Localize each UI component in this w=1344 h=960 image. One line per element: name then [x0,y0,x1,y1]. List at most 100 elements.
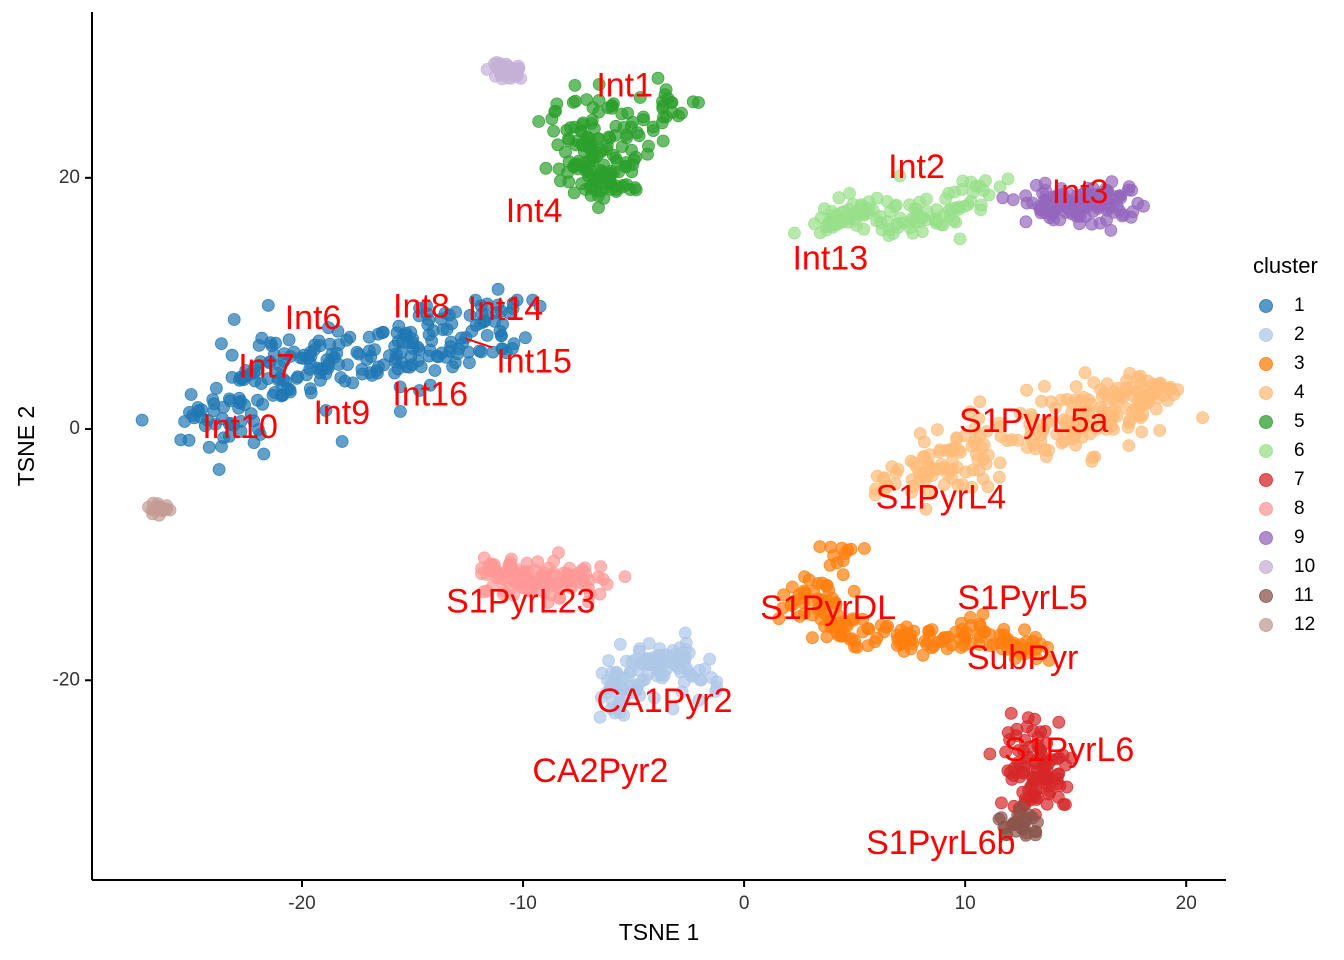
point-cluster-7 [1057,798,1070,811]
point-cluster-1 [322,321,335,335]
point-cluster-6 [893,169,907,183]
point-cluster-4 [973,395,987,409]
point-cluster-4 [1020,441,1034,454]
point-cluster-1 [251,423,265,436]
legend-label: 1 [1294,295,1305,316]
cluster-label: S1PyrDL [760,589,896,627]
point-cluster-3 [870,631,884,645]
point-cluster-3 [858,542,871,555]
point-cluster-4 [1121,420,1135,434]
legend-label: 5 [1294,411,1305,432]
point-cluster-3 [845,632,859,646]
point-cluster-1 [362,344,376,358]
point-cluster-4 [1035,394,1048,408]
point-cluster-6 [920,192,933,206]
cluster-label: S1PyrL6b [866,824,1015,862]
point-cluster-4 [923,484,937,498]
point-cluster-1 [440,323,454,336]
point-cluster-4 [993,456,1007,470]
point-cluster-1 [321,362,335,375]
point-cluster-5 [597,191,611,205]
point-cluster-1 [209,381,223,395]
point-cluster-4 [992,470,1006,484]
legend-item-1: 1 [1259,295,1305,316]
point-cluster-1 [334,371,348,384]
legend-item-4: 4 [1259,382,1305,403]
point-cluster-2 [613,637,627,651]
point-cluster-5 [532,115,546,128]
point-cluster-4 [963,405,977,419]
point-cluster-1 [422,328,436,342]
cluster-label: Int6 [285,299,342,337]
point-cluster-5 [621,106,635,120]
point-cluster-6 [939,192,953,206]
point-cluster-4 [952,443,966,457]
point-cluster-4 [969,433,982,447]
point-cluster-8 [480,584,494,598]
point-cluster-1 [257,447,271,461]
cluster-label: Int14 [468,290,544,328]
x-tick-label: 0 [739,893,750,914]
point-cluster-4 [891,462,905,476]
x-tick-label: 10 [955,893,976,914]
point-cluster-5 [606,148,620,162]
point-cluster-4 [1038,379,1051,393]
point-cluster-3 [847,584,861,598]
point-cluster-4 [877,471,891,485]
cluster-label: Int16 [392,375,468,413]
point-cluster-7 [1050,752,1064,766]
point-cluster-4 [913,427,927,440]
point-cluster-4 [1094,383,1107,397]
point-cluster-3 [1018,623,1031,637]
point-cluster-3 [806,608,819,622]
legend-item-5: 5 [1259,411,1305,432]
point-cluster-2 [666,702,680,716]
point-cluster-5 [590,150,603,163]
point-cluster-8 [518,567,532,581]
point-cluster-4 [1020,383,1033,397]
point-cluster-6 [850,218,863,232]
point-cluster-3 [925,641,938,655]
cluster-label: CA2Pyr2 [532,752,668,790]
point-cluster-2 [648,691,661,705]
point-cluster-4 [1105,420,1118,433]
point-cluster-1 [332,358,346,371]
legend-label: 12 [1294,614,1315,635]
point-cluster-1 [474,299,488,313]
point-cluster-5 [539,161,553,175]
point-cluster-8 [557,574,571,588]
point-cluster-4 [1164,380,1177,394]
point-cluster-1 [486,345,500,359]
point-cluster-1 [237,373,251,387]
point-cluster-2 [604,702,618,716]
point-cluster-8 [582,581,595,595]
axes: -20 -10 0 10 20 -20 0 20 TSNE 1 TSNE 2 [13,12,1226,945]
point-cluster-1 [254,377,268,391]
point-cluster-9 [996,191,1010,205]
point-cluster-1 [251,393,264,407]
point-cluster-2 [613,696,627,709]
point-cluster-2 [674,665,688,679]
point-cluster-8 [552,546,565,559]
point-cluster-3 [798,570,811,584]
point-cluster-1 [449,305,463,319]
point-cluster-1 [202,440,216,454]
point-cluster-5 [576,139,590,152]
point-cluster-1 [335,435,349,448]
point-cluster-1 [291,370,305,384]
legend-label: 3 [1294,353,1305,374]
point-cluster-10 [504,61,518,75]
point-cluster-5 [615,140,629,154]
x-axis-title: TSNE 1 [619,919,700,945]
point-cluster-1 [423,378,437,392]
point-cluster-5 [661,92,675,106]
point-cluster-9 [1045,208,1059,222]
point-cluster-9 [1032,200,1046,214]
legend-label: 6 [1294,440,1305,461]
x-ticks: -20 -10 0 10 20 [288,880,1197,914]
point-cluster-1 [519,331,532,345]
point-cluster-1 [135,413,149,427]
point-cluster-1 [493,324,507,338]
point-cluster-7 [1010,722,1024,736]
